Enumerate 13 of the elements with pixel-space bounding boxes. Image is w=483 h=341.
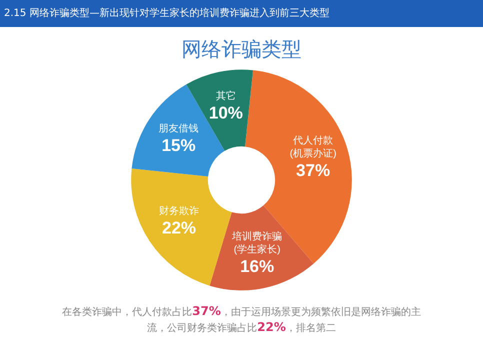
data-label: 15% [162,136,196,156]
chart-subtitle: 网络诈骗类型 [180,36,302,63]
data-label: 22% [162,218,196,238]
chart-title: 2.15 网络诈骗类型—新出现针对学生家长的培训费诈骗进入到前三大类型 [0,0,483,27]
data-label: 10% [208,104,243,123]
slice-label: 其它 [216,90,236,102]
slice-label: 朋友借钱 [158,124,199,135]
slice-label: 代人付款 (机票办证) [290,136,336,160]
slice-label: 培训费诈骗 (学生家长) [231,230,282,256]
data-label: 16% [240,256,274,276]
slice-label: 财务欺诈 [159,205,200,218]
text: 在各类诈骗中，代人付款占比37%，由于运用场景更为频繁依旧是网络诈骗的主流，公司财务类诈骗占比22%，排名第二 [61,304,422,336]
data-label: 37% [296,161,330,180]
